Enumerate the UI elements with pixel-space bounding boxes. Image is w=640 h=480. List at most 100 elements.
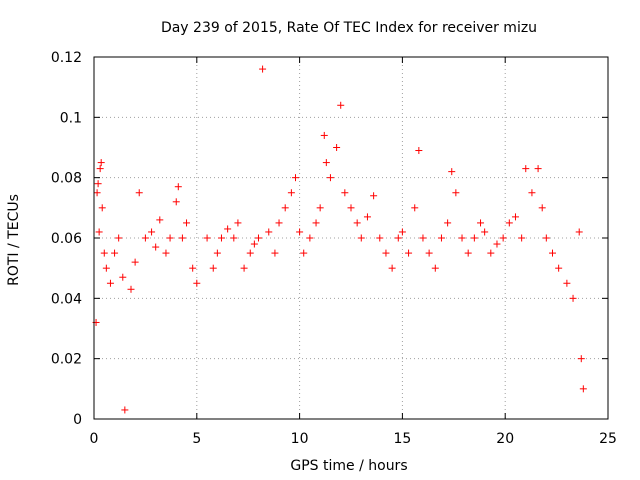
data-point: [538, 204, 546, 212]
y-tick-label: 0.04: [51, 291, 82, 307]
data-point: [203, 234, 211, 242]
data-point: [405, 249, 413, 257]
chart-title: Day 239 of 2015, Rate Of TEC Index for r…: [161, 20, 537, 36]
data-point: [281, 204, 289, 212]
data-point: [577, 355, 585, 363]
x-tick-label: 10: [291, 431, 309, 447]
data-point: [337, 101, 345, 109]
data-point: [209, 264, 217, 272]
data-point: [419, 234, 427, 242]
data-point: [189, 264, 197, 272]
data-point: [213, 249, 221, 257]
data-point: [156, 216, 164, 224]
data-point: [353, 219, 361, 227]
data-point: [224, 225, 232, 233]
y-tick-label: 0: [73, 412, 82, 428]
data-point: [464, 249, 472, 257]
data-point: [563, 279, 571, 287]
data-point: [240, 264, 248, 272]
data-point: [569, 294, 577, 302]
data-point: [444, 219, 452, 227]
data-point: [97, 159, 105, 167]
data-point: [411, 204, 419, 212]
data-point: [398, 228, 406, 236]
data-point: [425, 249, 433, 257]
data-point: [131, 258, 139, 266]
data-point: [522, 165, 530, 173]
data-point: [388, 264, 396, 272]
data-point: [119, 273, 127, 281]
data-point: [511, 213, 519, 221]
x-tick-label: 5: [192, 431, 201, 447]
data-point: [217, 234, 225, 242]
data-point: [477, 219, 485, 227]
data-point: [250, 240, 258, 248]
data-point: [437, 234, 445, 242]
data-point: [259, 65, 267, 73]
data-point: [230, 234, 238, 242]
data-point: [320, 131, 328, 139]
data-point: [296, 228, 304, 236]
data-point: [300, 249, 308, 257]
data-point: [166, 234, 174, 242]
data-point: [448, 168, 456, 176]
data-point: [458, 234, 466, 242]
data-points: [92, 65, 587, 414]
data-point: [183, 219, 191, 227]
data-point: [148, 228, 156, 236]
data-point: [291, 174, 299, 182]
data-point: [141, 234, 149, 242]
data-point: [493, 240, 501, 248]
data-point: [254, 234, 262, 242]
data-point: [333, 144, 341, 151]
data-point: [518, 234, 526, 242]
axis-ticks: 0 5 10 15 20 25 0 0.02 0.04 0.06 0.08 0.1 0.12: [51, 50, 617, 447]
data-point: [363, 213, 371, 221]
data-point: [121, 406, 129, 414]
data-point: [193, 279, 201, 287]
x-axis-label: GPS time / hours: [290, 458, 407, 474]
data-point: [271, 249, 279, 257]
data-point: [452, 189, 460, 197]
y-tick-label: 0.1: [60, 110, 82, 126]
y-tick-label: 0.12: [51, 50, 82, 66]
data-point: [415, 147, 423, 155]
data-point: [431, 264, 439, 272]
data-point: [322, 159, 330, 167]
data-point: [579, 385, 587, 393]
data-point: [394, 234, 402, 242]
data-point: [102, 264, 110, 272]
data-point: [528, 189, 536, 197]
data-point: [100, 249, 108, 257]
data-point: [178, 234, 186, 242]
data-point: [265, 228, 273, 236]
data-point: [382, 249, 390, 257]
data-point: [95, 228, 103, 236]
data-point: [152, 243, 160, 251]
data-point: [481, 228, 489, 236]
data-point: [135, 189, 143, 197]
data-point: [505, 219, 513, 227]
data-point: [316, 204, 324, 212]
data-point: [534, 165, 542, 173]
data-point: [347, 204, 355, 212]
x-tick-label: 25: [599, 431, 617, 447]
data-point: [94, 180, 102, 188]
data-point: [174, 183, 182, 191]
x-tick-label: 15: [393, 431, 411, 447]
data-point: [127, 285, 135, 293]
x-tick-label: 20: [496, 431, 514, 447]
y-tick-label: 0.08: [51, 171, 82, 187]
y-tick-label: 0.06: [51, 231, 82, 247]
data-point: [341, 189, 349, 197]
data-point: [312, 219, 320, 227]
x-tick-label: 0: [90, 431, 99, 447]
data-point: [111, 249, 119, 257]
data-point: [287, 189, 295, 197]
data-point: [548, 249, 556, 257]
data-point: [376, 234, 384, 242]
data-point: [234, 219, 242, 227]
data-point: [106, 279, 114, 287]
data-point: [487, 249, 495, 257]
